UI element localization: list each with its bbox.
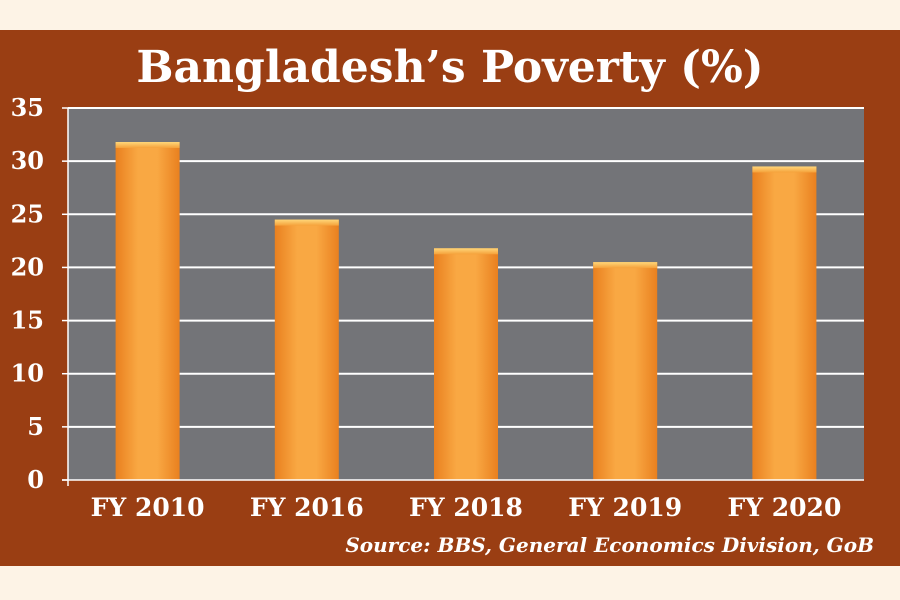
bar-body	[274, 219, 339, 480]
bar	[115, 142, 180, 481]
x-tick-label: FY 2016	[250, 493, 364, 522]
chart-title: Bangladesh’s Poverty (%)	[136, 42, 764, 93]
bar	[434, 248, 498, 480]
bar	[752, 166, 817, 480]
bar	[593, 262, 658, 480]
bar-top	[434, 248, 498, 255]
x-tick-label: FY 2010	[91, 493, 205, 522]
bar-body	[115, 142, 180, 481]
y-tick-label: 25	[11, 199, 44, 228]
y-tick-label: 30	[11, 146, 44, 175]
x-tick-label: FY 2019	[568, 493, 682, 522]
bar-body	[752, 166, 817, 480]
bar-top	[274, 219, 339, 226]
bar-body	[434, 248, 498, 480]
bar-top	[752, 166, 817, 173]
source-note: Source: BBS, General Economics Division,…	[345, 533, 874, 557]
y-tick-label: 15	[11, 306, 44, 335]
bar-top	[115, 142, 180, 149]
x-tick-label: FY 2020	[727, 493, 841, 522]
y-tick-label: 0	[27, 465, 44, 494]
y-tick-label: 5	[27, 412, 44, 441]
bar-body	[593, 262, 658, 480]
y-tick-label: 35	[11, 93, 44, 122]
y-tick-label: 20	[11, 252, 44, 281]
bar-top	[593, 262, 658, 269]
x-tick-label: FY 2018	[409, 493, 523, 522]
bar	[274, 219, 339, 480]
y-tick-label: 10	[11, 359, 44, 388]
